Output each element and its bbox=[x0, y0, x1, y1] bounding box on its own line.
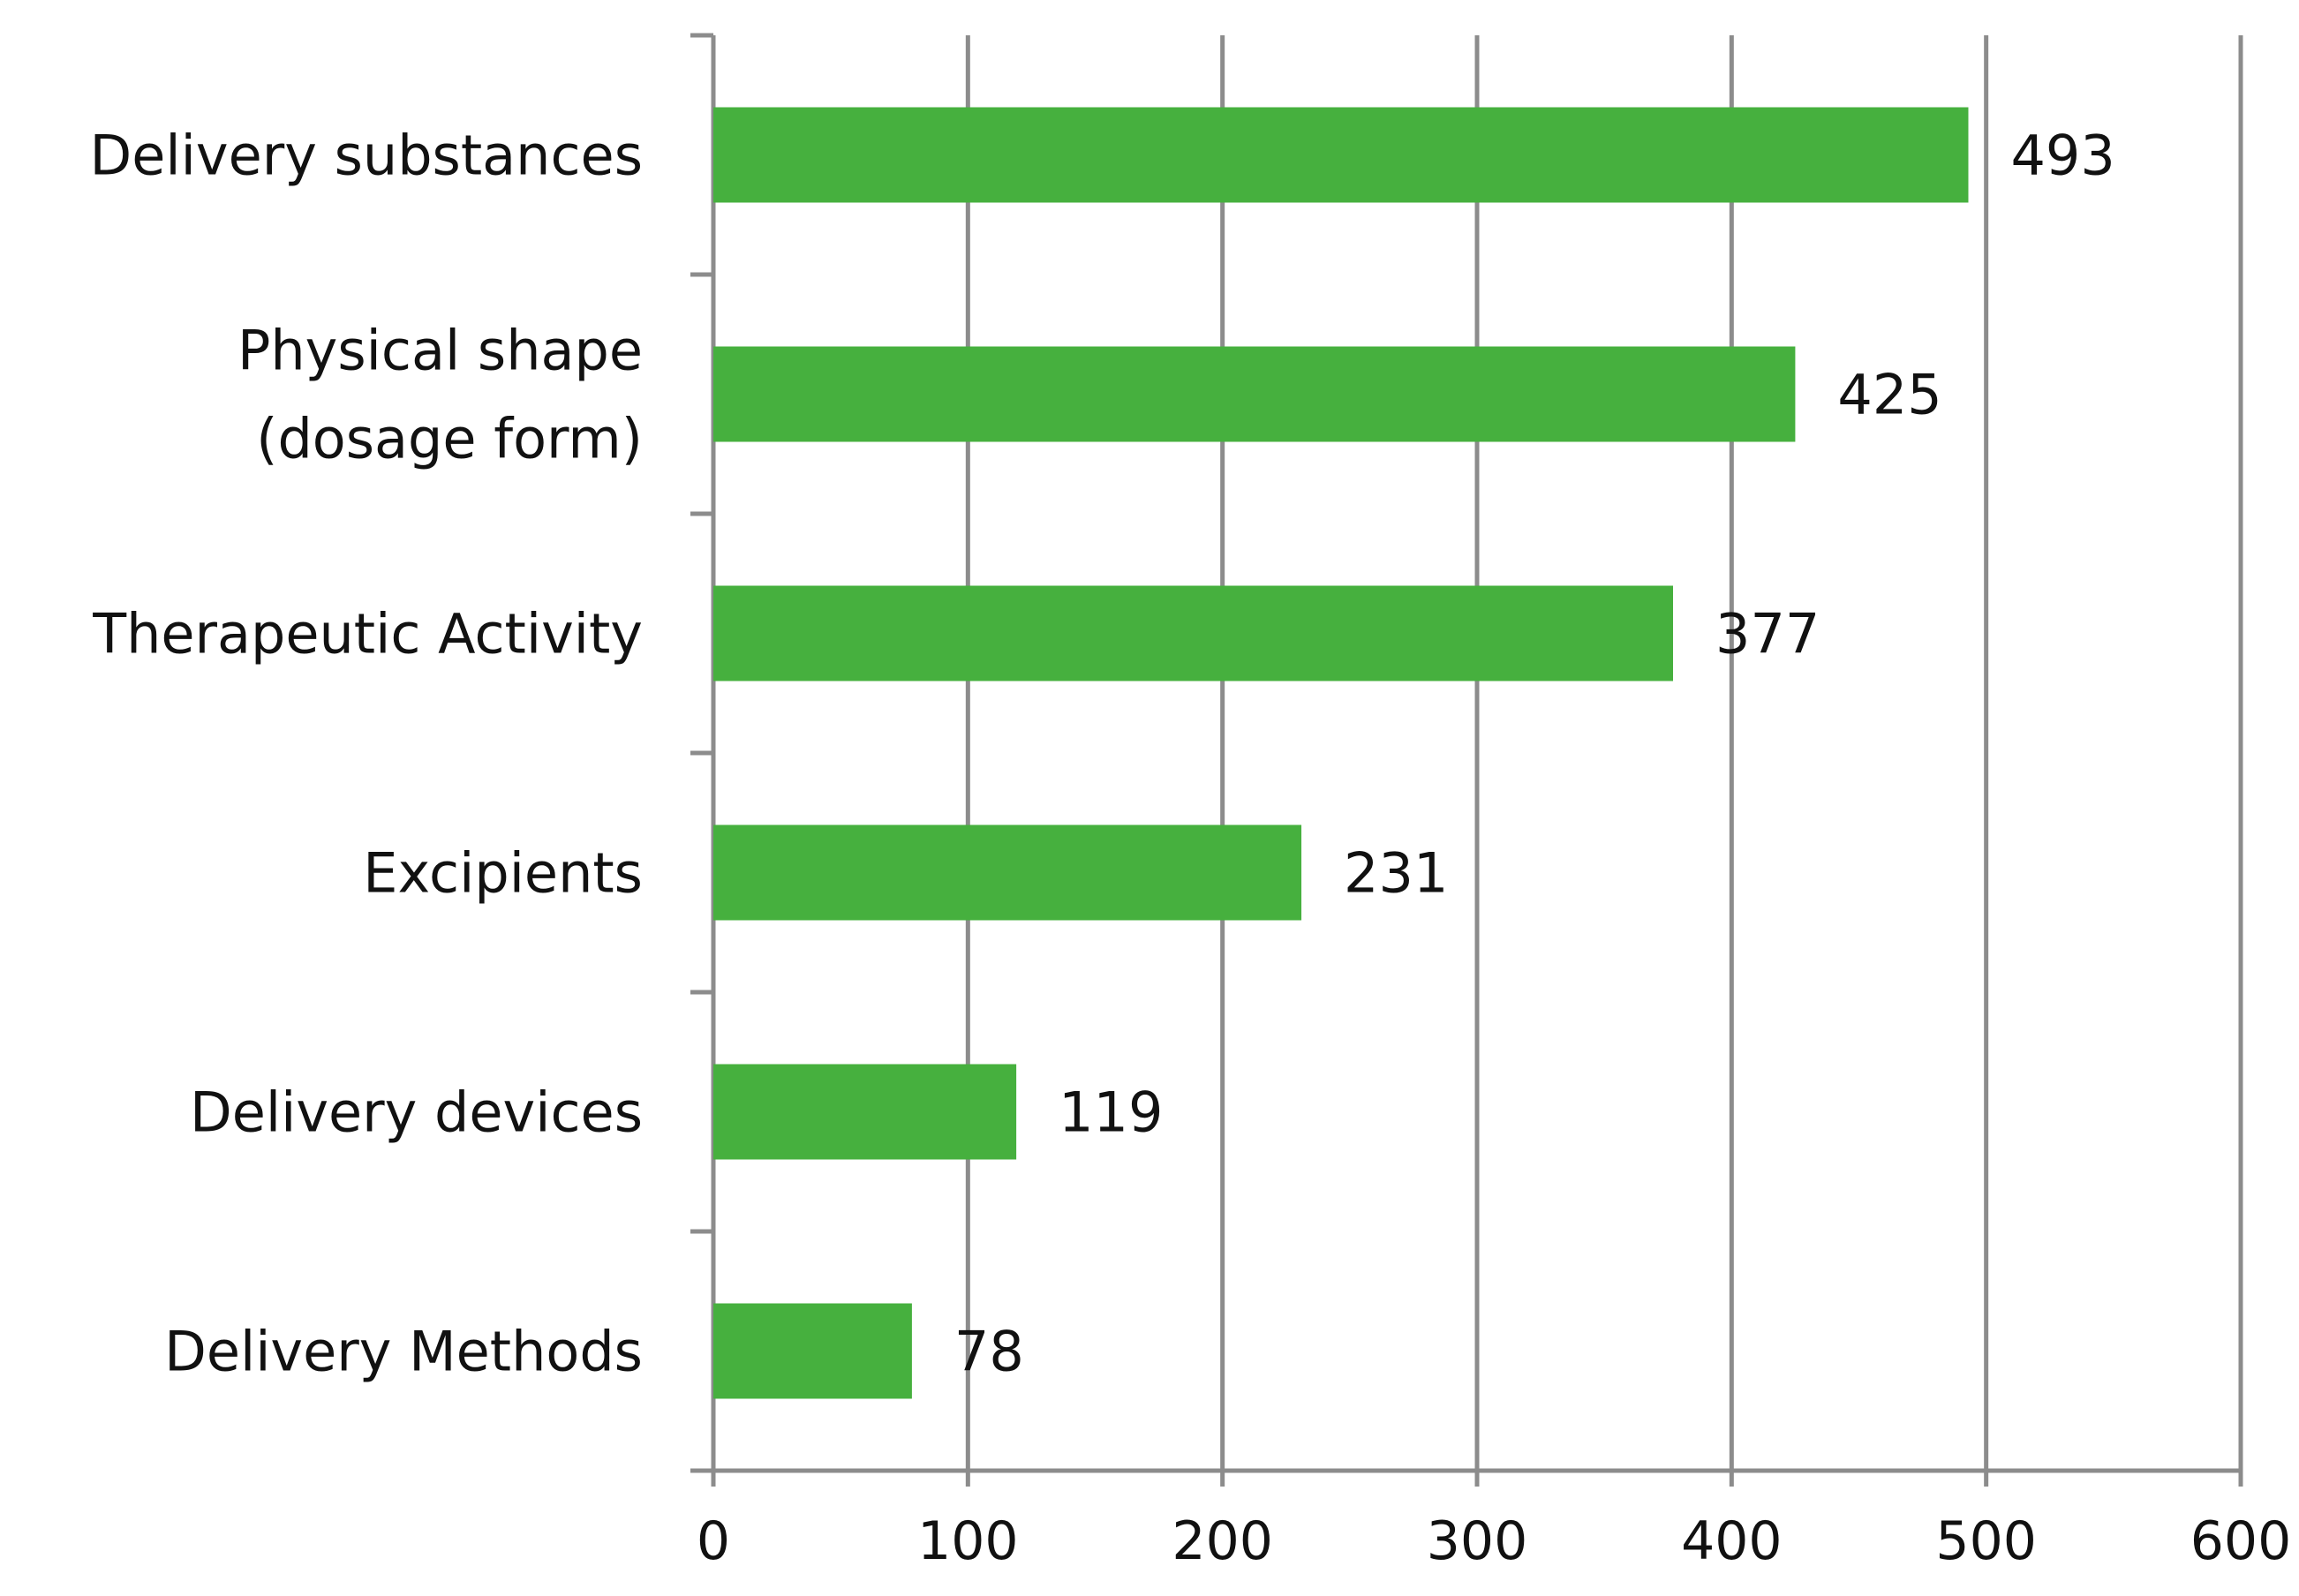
x-tick-label: 600 bbox=[2190, 1510, 2292, 1572]
data-label: 377 bbox=[1715, 602, 1820, 666]
category-label: Physical shape (dosage form) bbox=[237, 319, 643, 471]
bar bbox=[713, 1303, 912, 1399]
category-label: Delivery devices bbox=[190, 1080, 643, 1145]
gridlines bbox=[965, 35, 2243, 1487]
category-label: Delivery substances bbox=[90, 124, 643, 188]
category-label-line: Therapeutic Activity bbox=[92, 602, 643, 666]
category-labels: Delivery substances Physical shape (dosage… bbox=[90, 124, 643, 1384]
bar bbox=[713, 107, 1969, 203]
category-label: Excipients bbox=[363, 841, 643, 906]
category-label-line: Delivery Methods bbox=[164, 1320, 643, 1384]
data-label: 231 bbox=[1344, 841, 1448, 906]
bar bbox=[713, 1064, 1017, 1160]
x-tick-label: 300 bbox=[1427, 1510, 1528, 1572]
bars bbox=[713, 107, 1969, 1399]
x-tick-label: 400 bbox=[1681, 1510, 1783, 1572]
bar bbox=[713, 585, 1674, 681]
category-label-line: (dosage form) bbox=[256, 407, 643, 471]
category-label-line: Excipients bbox=[363, 841, 643, 906]
x-tick-label: 200 bbox=[1172, 1510, 1273, 1572]
data-label: 493 bbox=[2010, 124, 2114, 188]
data-label: 119 bbox=[1059, 1080, 1163, 1145]
data-label: 78 bbox=[954, 1320, 1024, 1384]
x-tick-label: 0 bbox=[697, 1510, 730, 1572]
bar bbox=[713, 824, 1302, 921]
category-label-line: Delivery devices bbox=[190, 1080, 643, 1145]
axes bbox=[690, 33, 2241, 1487]
category-label: Therapeutic Activity bbox=[92, 602, 643, 666]
category-label: Delivery Methods bbox=[164, 1320, 643, 1384]
data-label: 425 bbox=[1837, 363, 1941, 427]
x-tick-label: 500 bbox=[1935, 1510, 2037, 1572]
category-label-line: Physical shape bbox=[237, 319, 643, 383]
category-label-line: Delivery substances bbox=[90, 124, 643, 188]
bar bbox=[713, 346, 1796, 442]
value-labels: 493 425 377 231 119 78 bbox=[954, 124, 2115, 1384]
x-tick-label: 100 bbox=[917, 1510, 1019, 1572]
x-tick-labels: 0 100 200 300 400 500 600 bbox=[697, 1510, 2291, 1572]
